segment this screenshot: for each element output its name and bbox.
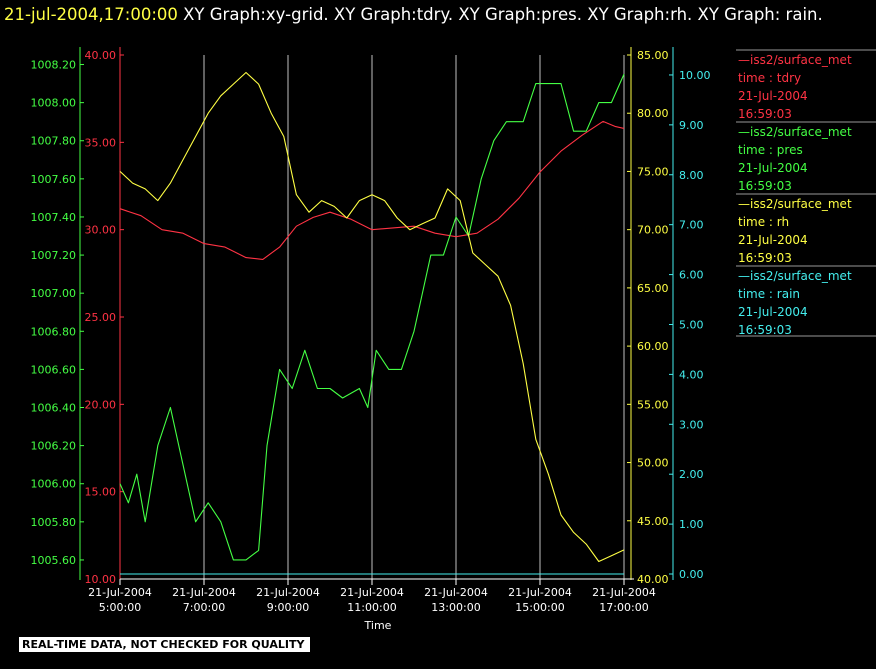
x-tick-time-label: 7:00:00 xyxy=(183,601,225,614)
tdry-tick-label: 15.00 xyxy=(85,486,117,499)
legend-text-pres: —iss2/surface_met xyxy=(738,125,852,139)
rh-tick-label: 40.00 xyxy=(637,573,669,586)
pres-tick-label: 1007.20 xyxy=(31,249,77,262)
rain-tick-label: 2.00 xyxy=(679,468,704,481)
pres-tick-label: 1007.80 xyxy=(31,135,77,148)
rain-tick-label: 0.00 xyxy=(679,568,704,581)
legend-text-tdry: time : tdry xyxy=(738,71,801,85)
legend-text-tdry: —iss2/surface_met xyxy=(738,53,852,67)
pres-tick-label: 1007.60 xyxy=(31,173,77,186)
legend-text-rain: time : rain xyxy=(738,287,800,301)
rain-tick-label: 1.00 xyxy=(679,518,704,531)
rain-tick-label: 6.00 xyxy=(679,269,704,282)
x-tick-date-label: 21-Jul-2004 xyxy=(592,586,656,599)
pres-tick-label: 1006.60 xyxy=(31,363,77,376)
rain-tick-label: 5.00 xyxy=(679,318,704,331)
rh-tick-label: 55.00 xyxy=(637,398,669,411)
series-line-pres xyxy=(119,73,625,561)
legend-text-pres: 16:59:03 xyxy=(738,179,792,193)
pres-tick-label: 1006.00 xyxy=(31,478,77,491)
pres-tick-label: 1007.40 xyxy=(31,211,77,224)
rain-tick-label: 8.00 xyxy=(679,169,704,182)
rh-tick-label: 50.00 xyxy=(637,457,669,470)
rh-tick-label: 80.00 xyxy=(637,107,669,120)
x-tick-date-label: 21-Jul-2004 xyxy=(424,586,488,599)
x-tick-time-label: 13:00:00 xyxy=(431,601,480,614)
legend-text-pres: 21-Jul-2004 xyxy=(738,161,808,175)
legend-text-rain: 21-Jul-2004 xyxy=(738,305,808,319)
rh-tick-label: 45.00 xyxy=(637,515,669,528)
legend-text-rh: 16:59:03 xyxy=(738,251,792,265)
rain-tick-label: 10.00 xyxy=(679,69,711,82)
rain-tick-label: 7.00 xyxy=(679,219,704,232)
legend-text-tdry: 16:59:03 xyxy=(738,107,792,121)
legend-text-rain: —iss2/surface_met xyxy=(738,269,852,283)
tdry-tick-label: 30.00 xyxy=(85,224,117,237)
title-timestamp: 21-jul-2004,17:00:00 xyxy=(4,5,178,24)
rh-tick-label: 75.00 xyxy=(637,165,669,178)
pres-tick-label: 1006.80 xyxy=(31,325,77,338)
pres-tick-label: 1005.80 xyxy=(31,516,77,529)
x-tick-time-label: 5:00:00 xyxy=(99,601,141,614)
rain-tick-label: 3.00 xyxy=(679,418,704,431)
x-tick-time-label: 15:00:00 xyxy=(515,601,564,614)
pres-tick-label: 1007.00 xyxy=(31,287,77,300)
rh-tick-label: 60.00 xyxy=(637,340,669,353)
tdry-tick-label: 35.00 xyxy=(85,136,117,149)
tdry-tick-label: 20.00 xyxy=(85,398,117,411)
rh-tick-label: 85.00 xyxy=(637,49,669,62)
rh-tick-label: 70.00 xyxy=(637,224,669,237)
x-tick-time-label: 11:00:00 xyxy=(347,601,396,614)
pres-tick-label: 1006.40 xyxy=(31,402,77,415)
series-line-rh xyxy=(119,71,625,563)
x-tick-date-label: 21-Jul-2004 xyxy=(88,586,152,599)
quality-notice: REAL-TIME DATA, NOT CHECKED FOR QUALITY xyxy=(19,637,311,652)
legend-text-rain: 16:59:03 xyxy=(738,323,792,337)
x-tick-date-label: 21-Jul-2004 xyxy=(172,586,236,599)
rh-tick-label: 65.00 xyxy=(637,282,669,295)
rain-tick-label: 4.00 xyxy=(679,368,704,381)
page-title: 21-jul-2004,17:00:00 XY Graph:xy-grid. X… xyxy=(4,2,864,28)
pres-tick-label: 1008.20 xyxy=(31,59,77,72)
pres-tick-label: 1008.00 xyxy=(31,97,77,110)
x-tick-date-label: 21-Jul-2004 xyxy=(508,586,572,599)
x-tick-date-label: 21-Jul-2004 xyxy=(340,586,404,599)
legend-text-rh: 21-Jul-2004 xyxy=(738,233,808,247)
legend-text-rh: time : rh xyxy=(738,215,789,229)
pres-tick-label: 1006.20 xyxy=(31,440,77,453)
x-tick-time-label: 17:00:00 xyxy=(599,601,648,614)
x-tick-time-label: 9:00:00 xyxy=(267,601,309,614)
legend-text-tdry: 21-Jul-2004 xyxy=(738,89,808,103)
rain-tick-label: 9.00 xyxy=(679,119,704,132)
legend-text-pres: time : pres xyxy=(738,143,803,157)
title-graph-list: XY Graph:xy-grid. XY Graph:tdry. XY Grap… xyxy=(177,5,823,24)
series-line-tdry xyxy=(119,120,625,260)
x-axis-title: Time xyxy=(364,619,392,632)
pres-tick-label: 1005.60 xyxy=(31,554,77,567)
x-tick-date-label: 21-Jul-2004 xyxy=(256,586,320,599)
legend-text-rh: —iss2/surface_met xyxy=(738,197,852,211)
tdry-tick-label: 10.00 xyxy=(85,573,117,586)
tdry-tick-label: 25.00 xyxy=(85,311,117,324)
tdry-tick-label: 40.00 xyxy=(85,49,117,62)
